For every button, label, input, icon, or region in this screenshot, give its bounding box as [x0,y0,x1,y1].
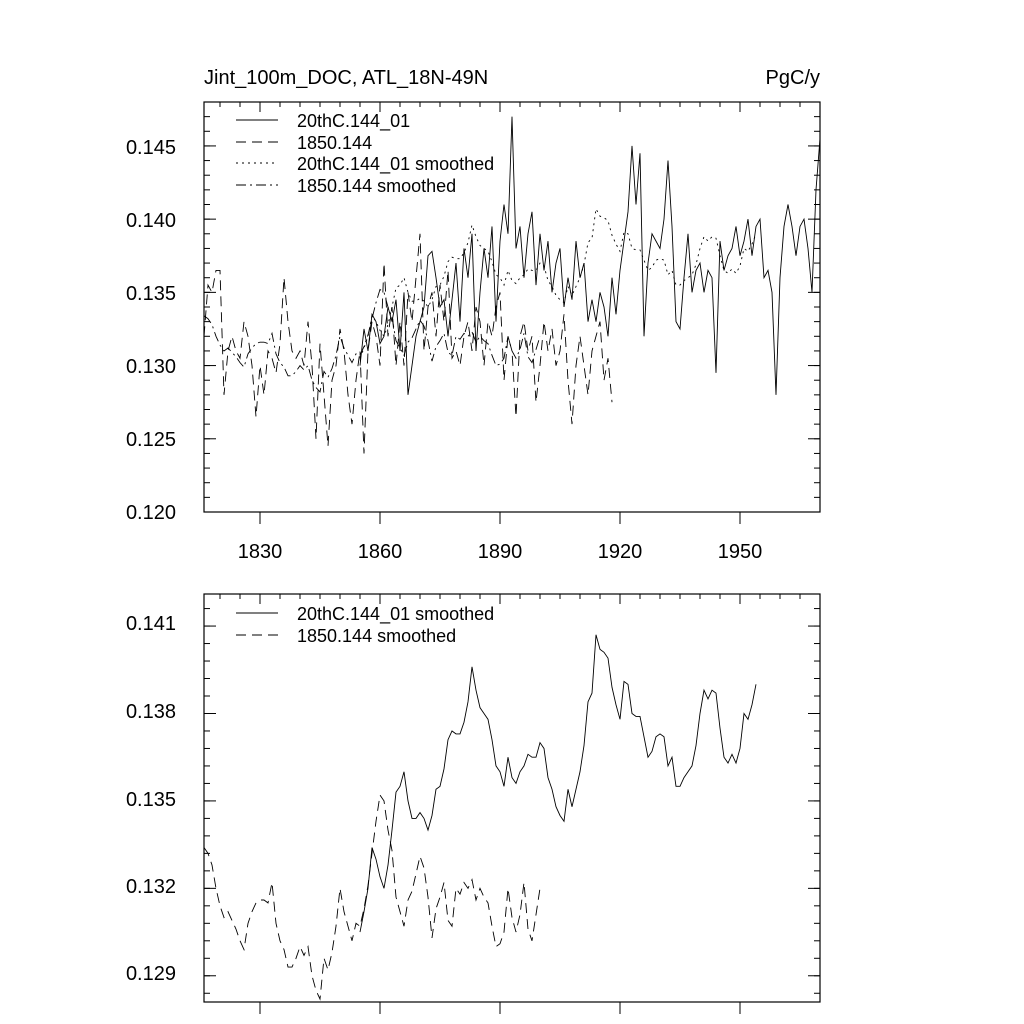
bottom-ytick-label: 0.132 [126,876,176,898]
top-series-group [203,116,821,454]
legend-label: 20thC.144_01 [297,111,410,132]
top-series-dash-line [203,233,613,454]
top-xtick-label: 1950 [718,541,763,563]
bottom-ytick-label: 0.135 [126,789,176,811]
legend-label: 1850.144 smoothed [297,176,456,196]
bottom-series-solid-line [359,634,757,933]
bottom-legend: 20thC.144_01 smoothed 1850.144 smoothed [236,604,494,646]
legend-label: 20thC.144_01 smoothed [297,604,494,625]
top-panel: Jint_100m_DOC, ATL_18N-49N PgC/y 0.120 0… [126,67,821,563]
bottom-plot-frame [203,593,821,1003]
legend-label: 1850.144 [297,133,372,153]
bottom-panel: 0.129 0.132 0.135 0.138 0.141 20thC.144_… [126,593,821,1014]
bottom-ytick-label: 0.141 [126,613,176,635]
top-xtick-label: 1830 [238,541,283,563]
top-ytick-label: 0.130 [126,356,176,378]
legend-label: 1850.144 smoothed [297,626,456,646]
top-ytick-label: 0.135 [126,283,176,305]
bottom-ticks [204,594,821,1014]
bottom-ytick-label: 0.138 [126,701,176,723]
top-xtick-label: 1890 [478,541,523,563]
top-ytick-label: 0.120 [126,502,176,524]
top-series-solid-line [359,116,821,395]
top-title-left: Jint_100m_DOC, ATL_18N-49N [204,67,488,89]
top-ytick-label: 0.125 [126,429,176,451]
top-ticks [204,101,821,524]
legend-label: 20thC.144_01 smoothed [297,154,494,175]
top-title-right: PgC/y [766,67,820,89]
top-series-dashdot-line [203,288,541,393]
top-legend: 20thC.144_01 1850.144 20thC.144_01 smoot… [236,111,494,196]
bottom-ytick-label: 0.129 [126,963,176,985]
top-xtick-label: 1860 [358,541,403,563]
top-y-tick-labels: 0.120 0.125 0.130 0.135 0.140 0.145 [126,137,176,524]
bottom-series-dash-line [203,793,541,1001]
top-series-dot-line [359,207,757,359]
top-xtick-label: 1920 [598,541,643,563]
bottom-series-group [203,634,757,1001]
top-ytick-label: 0.145 [126,137,176,159]
top-x-tick-labels: 1830 1860 1890 1920 1950 [238,541,763,563]
bottom-y-tick-labels: 0.129 0.132 0.135 0.138 0.141 [126,613,176,985]
top-ytick-label: 0.140 [126,210,176,232]
